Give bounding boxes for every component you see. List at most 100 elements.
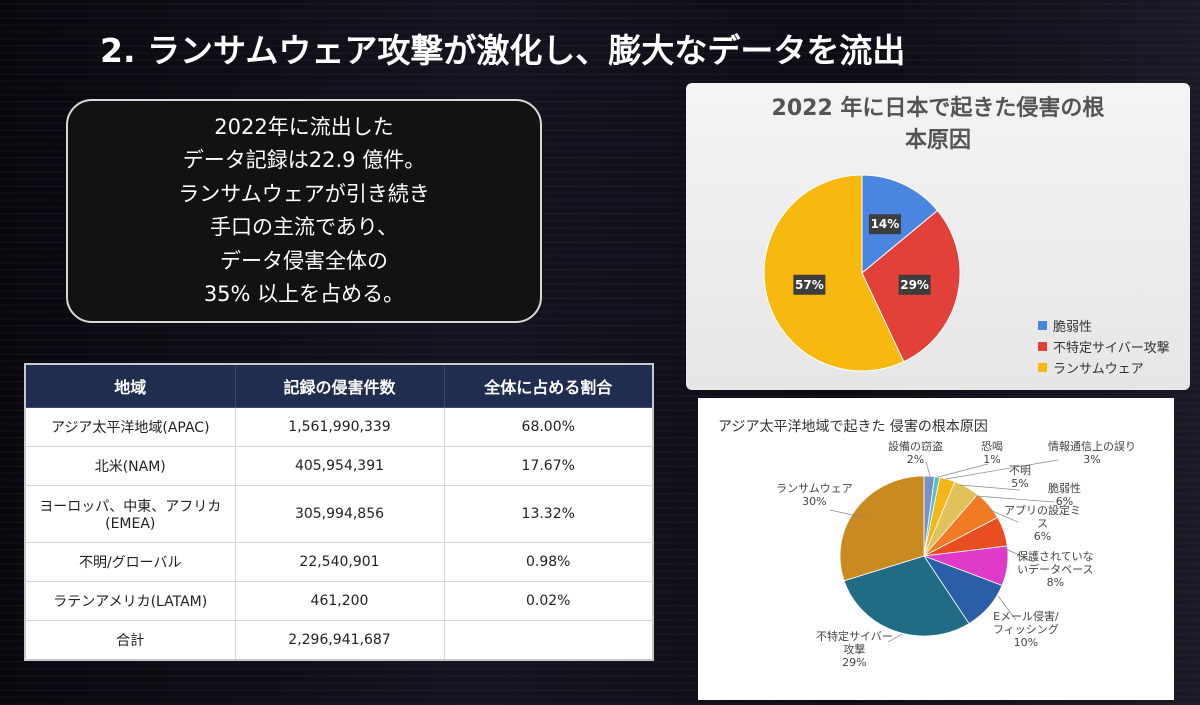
legend-label: 脆弱性 <box>1053 320 1093 335</box>
callout-line: 35% 以上を占める。 <box>203 282 405 306</box>
value-label-box <box>898 274 931 295</box>
label-name: フィッシング <box>993 623 1059 636</box>
label-value: 10% <box>1013 636 1039 649</box>
label-name: ランサムウェア <box>776 482 853 495</box>
leader-line <box>829 509 867 519</box>
japan-pie-chart: 2022 年に日本で起きた侵害の根 本原因 14% 29% 57% 脆弱性 不特定サ… <box>686 83 1190 390</box>
chart-title: アジア太平洋地域で起きた 侵害の根本原因 <box>718 419 988 435</box>
leader-line <box>945 459 1059 480</box>
legend-swatch <box>1038 342 1047 351</box>
pie-slice <box>763 174 905 372</box>
legend-swatch <box>1038 363 1047 372</box>
chart-title: 2022 年に日本で起きた侵害の根 本原因 <box>686 93 1190 157</box>
slice-label: Eメール侵害/ フィッシング 10% <box>993 610 1059 649</box>
label-value: 6% <box>1055 495 1074 508</box>
slice-label: 不特定サイバー 攻撃 29% <box>816 630 893 669</box>
leader-line <box>959 484 1021 491</box>
slice-label: 情報通信上の誤り 3% <box>1048 440 1136 466</box>
label-value: 8% <box>1046 576 1065 589</box>
region-line: (EMEA) <box>105 516 156 532</box>
chart-title-line: 本原因 <box>904 128 971 153</box>
pie-slice <box>843 555 970 637</box>
slice-label: ランサムウェア 30% <box>776 482 853 508</box>
legend-swatch <box>1038 321 1047 330</box>
table-row-total: 合計 2,296,941,687 <box>24 620 654 661</box>
value-label-box <box>793 274 826 295</box>
callout-line: データ侵害全体の <box>220 248 388 273</box>
label-value: 6% <box>1033 530 1052 543</box>
region-cell: 合計 <box>24 620 236 661</box>
legend-label: 不特定サイバー攻撃 <box>1053 341 1170 356</box>
header-share: 全体に占める割合 <box>443 363 654 408</box>
slice-label: 不明 5% <box>1009 464 1031 490</box>
share-cell: 0.02% <box>443 581 654 621</box>
label-value: 2% <box>906 453 925 466</box>
label-name: 情報通信上の誤り <box>1048 440 1136 453</box>
leader-line <box>989 509 1019 523</box>
legend-item: 脆弱性 <box>1038 315 1170 336</box>
table-row: ラテンアメリカ(LATAM) 461,200 0.02% <box>24 581 654 621</box>
chart-title-line: 2022 年に日本で起きた侵害の根 <box>771 96 1105 121</box>
label-name: 攻撃 <box>843 643 866 656</box>
count-cell: 1,561,990,339 <box>234 407 445 447</box>
label-name: 恐喝 <box>981 440 1003 453</box>
share-cell: 13.32% <box>443 485 654 543</box>
slice-label: 恐喝 1% <box>981 440 1003 466</box>
label-value: 1% <box>983 453 1001 466</box>
slice-label: 保護されていな いデータベース 8% <box>1017 550 1094 589</box>
region-line: ヨーロッパ、中東、アフリカ <box>39 499 222 515</box>
page-title: 2. ランサムウェア攻撃が激化し、膨大なデータを流出 <box>100 31 906 70</box>
share-cell: 68.00% <box>443 407 654 447</box>
value-label: 14% <box>871 217 900 231</box>
table-row: 不明/グローバル 22,540,901 0.98% <box>24 542 654 582</box>
count-cell: 405,954,391 <box>234 446 445 486</box>
callout-line: データ記録は22.9 億件。 <box>182 148 426 172</box>
leader-line <box>975 495 1055 503</box>
label-value: 30% <box>802 495 827 508</box>
slice-label: アプリの設定ミ ス 6% <box>1004 504 1081 543</box>
label-name: Eメール侵害/ <box>993 610 1059 623</box>
share-cell: 0.98% <box>443 542 654 582</box>
legend-label: ランサムウェア <box>1053 362 1144 377</box>
leader-line <box>925 461 931 477</box>
table-row: アジア太平洋地域(APAC) 1,561,990,339 68.00% <box>24 407 654 447</box>
header-region: 地域 <box>24 363 236 408</box>
label-value: 29% <box>842 656 867 669</box>
apac-pie-chart: アジア太平洋地域で起きた 侵害の根本原因 設備の窃盗 2% 恐喝 1% 情報通信… <box>698 398 1174 700</box>
label-name: アプリの設定ミ <box>1004 504 1081 517</box>
share-cell <box>443 620 654 661</box>
japan-pie-svg: 14% 29% 57% <box>763 174 961 372</box>
leader-line <box>1003 547 1035 563</box>
count-cell: 305,994,856 <box>234 485 445 543</box>
region-table: 地域 記録の侵害件数 全体に占める割合 アジア太平洋地域(APAC) 1,561… <box>24 363 654 661</box>
region-cell: ヨーロッパ、中東、アフリカ (EMEA) <box>24 485 236 543</box>
leader-line <box>887 633 903 643</box>
label-name: ス <box>1037 517 1048 530</box>
table-row: 北米(NAM) 405,954,391 17.67% <box>24 446 654 486</box>
label-name: 設備の窃盗 <box>888 440 943 453</box>
callout-line: 2022年に流出した <box>214 114 394 139</box>
chart-legend: 脆弱性 不特定サイバー攻撃 ランサムウェア <box>1038 315 1170 378</box>
count-cell: 22,540,901 <box>234 542 445 582</box>
leader-line <box>997 595 1017 621</box>
label-name: 不特定サイバー <box>816 630 893 643</box>
apac-pie-svg <box>829 459 1059 643</box>
value-label-box <box>868 214 901 235</box>
slice-label: 脆弱性 6% <box>1048 482 1081 508</box>
region-cell: 不明/グローバル <box>24 542 236 582</box>
summary-callout: 2022年に流出した データ記録は22.9 億件。 ランサムウェアが引き続き 手… <box>66 99 542 323</box>
callout-line: 手口の主流であり、 <box>210 215 398 239</box>
region-cell: アジア太平洋地域(APAC) <box>24 407 236 447</box>
value-label: 57% <box>795 278 824 292</box>
count-cell: 461,200 <box>234 581 445 621</box>
value-label: 29% <box>900 278 929 292</box>
legend-item: 不特定サイバー攻撃 <box>1038 336 1170 357</box>
legend-item: ランサムウェア <box>1038 357 1170 378</box>
label-value: 5% <box>1011 477 1029 490</box>
label-name: いデータベース <box>1017 563 1094 576</box>
label-name: 保護されていな <box>1017 550 1094 563</box>
label-name: 不明 <box>1009 464 1031 477</box>
header-count: 記録の侵害件数 <box>234 363 445 408</box>
label-name: 脆弱性 <box>1048 482 1081 495</box>
region-cell: ラテンアメリカ(LATAM) <box>24 581 236 621</box>
